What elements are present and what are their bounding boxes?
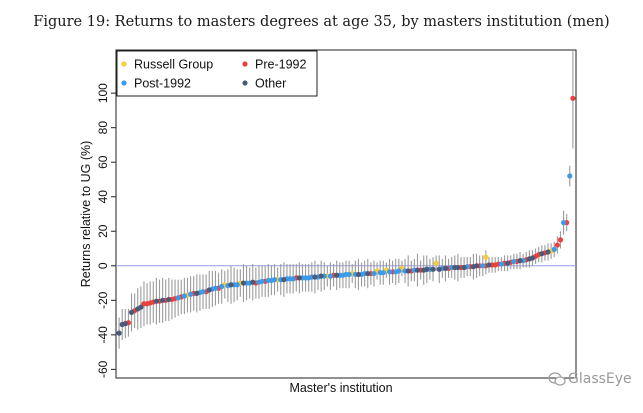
data-point bbox=[414, 267, 421, 273]
data-point bbox=[436, 266, 442, 272]
data-point bbox=[371, 270, 377, 277]
data-point bbox=[560, 220, 567, 226]
plot-frame bbox=[115, 49, 577, 379]
legend-box bbox=[116, 50, 318, 97]
data-point bbox=[505, 260, 511, 266]
data-point bbox=[442, 265, 449, 271]
data-point bbox=[281, 277, 287, 283]
y-tick-label: 60 bbox=[96, 155, 110, 169]
data-point bbox=[551, 246, 557, 252]
y-tick-label: 20 bbox=[96, 224, 110, 238]
data-point bbox=[557, 237, 564, 243]
data-point bbox=[498, 261, 505, 267]
data-point bbox=[181, 293, 187, 299]
legend-marker bbox=[242, 61, 248, 67]
legend-marker bbox=[121, 61, 127, 67]
data-point bbox=[153, 298, 160, 304]
legend-marker bbox=[242, 80, 248, 86]
data-point bbox=[355, 271, 362, 278]
data-point bbox=[433, 260, 439, 266]
legend: Russell Group Pre-1992 Post-1992 Other bbox=[116, 50, 318, 97]
data-point bbox=[539, 251, 545, 257]
data-point bbox=[483, 254, 489, 260]
data-point bbox=[135, 306, 141, 312]
data-point bbox=[206, 287, 212, 293]
data-point bbox=[219, 283, 225, 290]
data-point bbox=[526, 256, 532, 262]
y-tick-label: 40 bbox=[96, 190, 110, 204]
data-point bbox=[405, 268, 411, 274]
y-tick-label: -40 bbox=[96, 326, 110, 344]
legend-label: Pre-1992 bbox=[255, 58, 306, 72]
data-point bbox=[256, 279, 262, 285]
data-point bbox=[296, 275, 302, 281]
y-axis: -60 -40 -20 0 20 40 60 80 100 bbox=[96, 83, 116, 378]
y-tick-label: 100 bbox=[96, 83, 110, 103]
y-tick-label: 80 bbox=[96, 121, 110, 135]
data-point bbox=[327, 273, 334, 279]
legend-marker bbox=[121, 80, 127, 86]
y-axis-label: Returns relative to UG (%) bbox=[79, 141, 93, 288]
figure-title: Figure 19: Returns to masters degrees at… bbox=[33, 14, 610, 30]
data-point bbox=[480, 263, 486, 269]
data-point bbox=[175, 295, 181, 301]
data-point bbox=[240, 280, 247, 286]
data-point bbox=[187, 291, 194, 297]
watermark: GlassEye bbox=[548, 369, 638, 391]
legend-label: Other bbox=[255, 77, 286, 91]
data-point bbox=[545, 249, 551, 255]
data-point bbox=[166, 296, 172, 303]
data-point bbox=[377, 270, 383, 276]
data-points bbox=[116, 95, 576, 336]
data-point bbox=[430, 266, 436, 272]
data-point bbox=[128, 309, 135, 315]
data-point bbox=[511, 258, 517, 265]
data-point bbox=[452, 264, 458, 271]
y-tick-label: -20 bbox=[96, 291, 110, 309]
data-point bbox=[116, 330, 122, 336]
data-point bbox=[470, 264, 477, 270]
data-point bbox=[421, 267, 427, 273]
y-tick-label: -60 bbox=[96, 360, 110, 378]
data-point bbox=[160, 297, 166, 303]
data-point bbox=[365, 270, 371, 277]
data-point bbox=[386, 269, 393, 275]
watermark-logo-icon bbox=[548, 372, 566, 386]
data-point bbox=[312, 274, 318, 280]
data-point bbox=[141, 301, 147, 307]
legend-label: Russell Group bbox=[134, 58, 213, 72]
data-point bbox=[265, 277, 271, 284]
data-point bbox=[570, 95, 576, 101]
data-point bbox=[461, 264, 467, 271]
data-point bbox=[486, 262, 492, 268]
data-point bbox=[554, 242, 560, 248]
y-tick-label: 0 bbox=[96, 262, 110, 269]
data-point bbox=[228, 282, 234, 288]
x-axis-label: Master's institution bbox=[289, 381, 392, 395]
legend-label: Post-1992 bbox=[134, 77, 191, 91]
data-point bbox=[119, 321, 125, 328]
watermark-text: GlassEye bbox=[568, 371, 632, 387]
data-point bbox=[517, 258, 523, 264]
data-point bbox=[250, 279, 256, 285]
data-point bbox=[393, 269, 399, 275]
data-point bbox=[567, 173, 573, 179]
data-point bbox=[318, 273, 324, 279]
data-point bbox=[194, 290, 200, 297]
data-point bbox=[334, 272, 340, 278]
